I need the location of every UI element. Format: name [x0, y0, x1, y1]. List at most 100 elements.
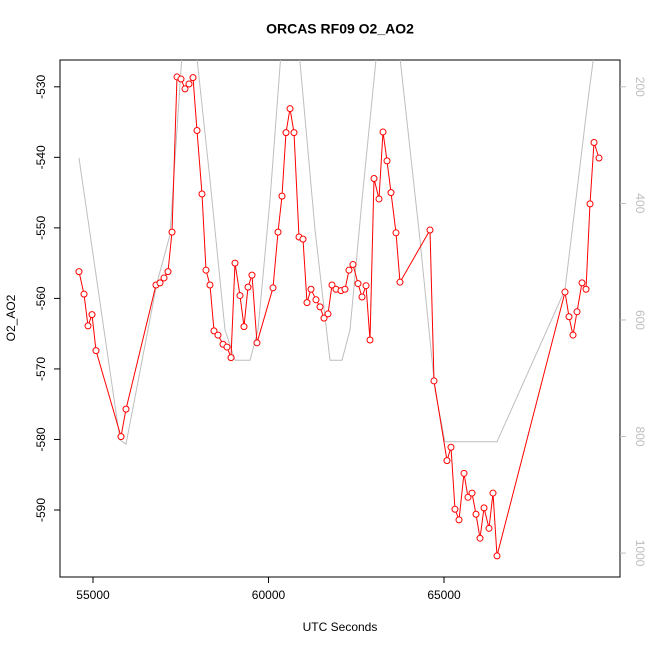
data-point: [168, 228, 176, 236]
data-point: [181, 85, 189, 93]
x-tick-label: 60000: [252, 588, 286, 602]
data-point: [164, 268, 172, 276]
y-axis-label: O2_AO2: [4, 294, 18, 341]
chart-title: ORCAS RF09 O2_AO2: [266, 21, 414, 37]
data-point: [460, 469, 468, 477]
data-point: [316, 303, 324, 311]
data-point: [383, 157, 391, 165]
data-point: [362, 282, 370, 290]
y-tick-label: -570: [34, 357, 48, 381]
data-point: [253, 339, 261, 347]
data-point: [244, 283, 252, 291]
y-tick-label: -550: [34, 216, 48, 240]
x-tick-label: 65000: [427, 588, 461, 602]
data-point: [595, 154, 603, 162]
data-point: [387, 189, 395, 197]
x-axis-label: UTC Seconds: [303, 620, 378, 634]
data-point: [392, 229, 400, 237]
data-point: [565, 313, 573, 321]
data-point: [590, 139, 598, 147]
data-point: [92, 347, 100, 355]
data-point: [464, 493, 472, 501]
y-tick-label: -560: [34, 286, 48, 310]
y-tick-label: -580: [34, 427, 48, 451]
data-point: [80, 290, 88, 298]
data-point: [493, 552, 501, 560]
y2-tick-label: 800: [633, 427, 647, 447]
data-point: [223, 343, 231, 351]
data-point: [274, 228, 282, 236]
data-point: [443, 457, 451, 465]
data-point: [75, 268, 83, 276]
data-point: [370, 174, 378, 182]
data-point: [569, 331, 577, 339]
data-point: [214, 331, 222, 339]
data-point: [582, 285, 590, 293]
data-point: [185, 80, 193, 88]
data-point: [375, 195, 383, 203]
data-point: [489, 489, 497, 497]
data-point: [156, 279, 164, 287]
data-point: [586, 200, 594, 208]
data-point: [366, 336, 374, 344]
data-point: [358, 293, 366, 301]
data-point: [278, 192, 286, 200]
data-point: [210, 327, 218, 335]
data-point: [396, 278, 404, 286]
data-point: [354, 280, 362, 288]
data-point: [248, 271, 256, 279]
data-point: [578, 279, 586, 287]
data-point: [476, 534, 484, 542]
data-point: [198, 190, 206, 198]
y2-tick-label: 600: [633, 310, 647, 330]
data-point: [430, 377, 438, 385]
data-point: [290, 129, 298, 137]
data-point: [286, 105, 294, 113]
data-point: [349, 261, 357, 269]
data-point: [202, 266, 210, 274]
data-point: [573, 308, 581, 316]
data-point: [303, 299, 311, 307]
data-point: [426, 226, 434, 234]
data-point: [468, 489, 476, 497]
data-point: [320, 314, 328, 322]
data-point: [282, 129, 290, 137]
data-point: [455, 516, 463, 524]
data-point: [227, 354, 235, 362]
x-tick-label: 55000: [76, 588, 110, 602]
data-point: [84, 322, 92, 330]
data-point: [269, 284, 277, 292]
data-point: [88, 311, 96, 319]
data-point: [189, 74, 197, 82]
y-tick-label: -590: [34, 498, 48, 522]
data-point: [451, 505, 459, 513]
data-point: [240, 323, 248, 331]
data-point: [561, 288, 569, 296]
y2-tick-label: 400: [633, 193, 647, 213]
data-point: [345, 266, 353, 274]
y-tick-label: -530: [34, 74, 48, 98]
data-point: [307, 285, 315, 293]
data-point: [341, 285, 349, 293]
y2-tick-label: 200: [633, 77, 647, 97]
data-point: [324, 310, 332, 318]
y-tick-label: -540: [34, 145, 48, 169]
plot-frame: [59, 59, 621, 578]
data-point: [117, 433, 125, 441]
data-point: [447, 443, 455, 451]
data-point: [193, 127, 201, 135]
data-point: [312, 296, 320, 304]
data-point: [160, 274, 168, 282]
data-point: [231, 259, 239, 267]
data-point: [236, 292, 244, 300]
data-point: [379, 128, 387, 136]
data-point: [122, 405, 130, 413]
data-point: [177, 75, 185, 83]
plot-area: [75, 60, 603, 560]
data-point: [328, 281, 336, 289]
data-point: [485, 524, 493, 532]
data-point: [472, 510, 480, 518]
y2-tick-label: 1000: [633, 540, 647, 567]
